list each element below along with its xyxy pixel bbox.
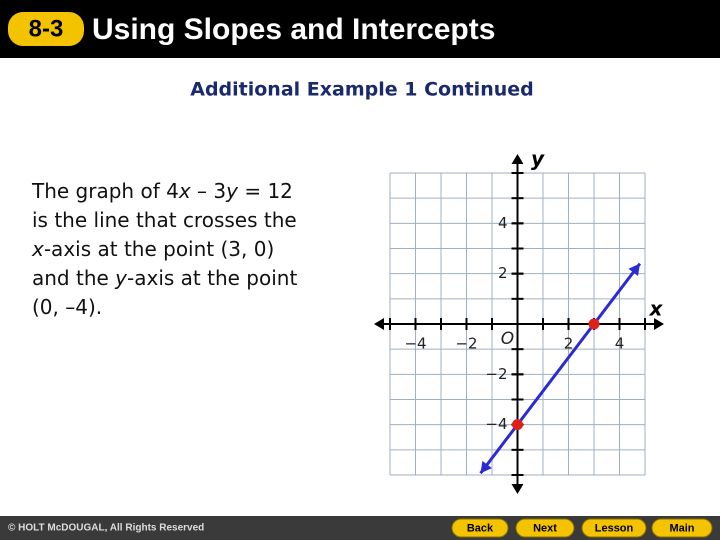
body-line: (0, –4). [32, 295, 102, 319]
y-tick-label: 4 [498, 214, 508, 232]
copyright: © HOLT McDOUGAL, All Rights Reserved [8, 523, 204, 534]
text-run: The graph of 4 [31, 179, 179, 203]
origin-label: O [501, 329, 514, 349]
text-run: – 3 [191, 179, 226, 203]
text-run: y [114, 266, 128, 290]
badge-text: 8-3 [29, 15, 64, 42]
slide-title: Using Slopes and Intercepts [92, 13, 495, 46]
point [512, 419, 523, 431]
nav-button[interactable] [581, 518, 647, 538]
nav-button[interactable] [651, 518, 713, 538]
body-line: The graph of 4x – 3y = 12 [31, 179, 293, 203]
nav-button-label[interactable]: Main [669, 522, 694, 534]
text-run: = 12 [238, 179, 293, 203]
text-run: x [178, 179, 191, 203]
graph: −4 −2 2 4 −4 −2 2 4 x y O [374, 147, 664, 494]
x-axis-label: x [649, 297, 664, 321]
header-bar [0, 0, 720, 58]
y-tick-label: −4 [485, 415, 507, 433]
body-line: is the line that crosses the [32, 208, 297, 232]
text-run: and the [32, 266, 115, 290]
x-tick-label: −4 [404, 335, 426, 353]
nav-button-label[interactable]: Lesson [595, 522, 634, 534]
axis-arrow [511, 154, 524, 164]
text-run: is the line that crosses the [32, 208, 297, 232]
point [588, 318, 600, 330]
graph-line [479, 262, 642, 475]
y-tick-label: −2 [485, 365, 507, 383]
subtitle: Additional Example 1 Continued [190, 79, 534, 101]
nav-button-label[interactable]: Next [533, 522, 557, 534]
body-line: and the y-axis at the point [32, 266, 297, 290]
axis-arrow [511, 484, 524, 494]
nav-button[interactable] [515, 518, 575, 538]
line-arrow [628, 263, 640, 276]
axis-arrow [374, 318, 384, 330]
nav-button[interactable] [451, 518, 509, 538]
y-axis-label: y [531, 147, 545, 171]
text-run: -axis at the point [127, 266, 297, 290]
x-tick-label: 4 [615, 335, 625, 353]
badge [8, 12, 84, 46]
text-run: y [225, 179, 239, 203]
text-run: -axis at the point (3, 0) [44, 237, 274, 261]
nav-buttons: Back Next Lesson Main [451, 518, 713, 538]
text-run: x [31, 237, 44, 261]
y-tick-label: 2 [498, 264, 508, 282]
x-tick-label: 2 [564, 335, 574, 353]
text-run: (0, –4). [32, 295, 102, 319]
nav-button-label[interactable]: Back [467, 522, 494, 534]
axis-arrow [654, 318, 664, 330]
body-line: x-axis at the point (3, 0) [31, 237, 274, 261]
x-tick-label: −2 [455, 335, 477, 353]
line-arrow [480, 460, 492, 474]
